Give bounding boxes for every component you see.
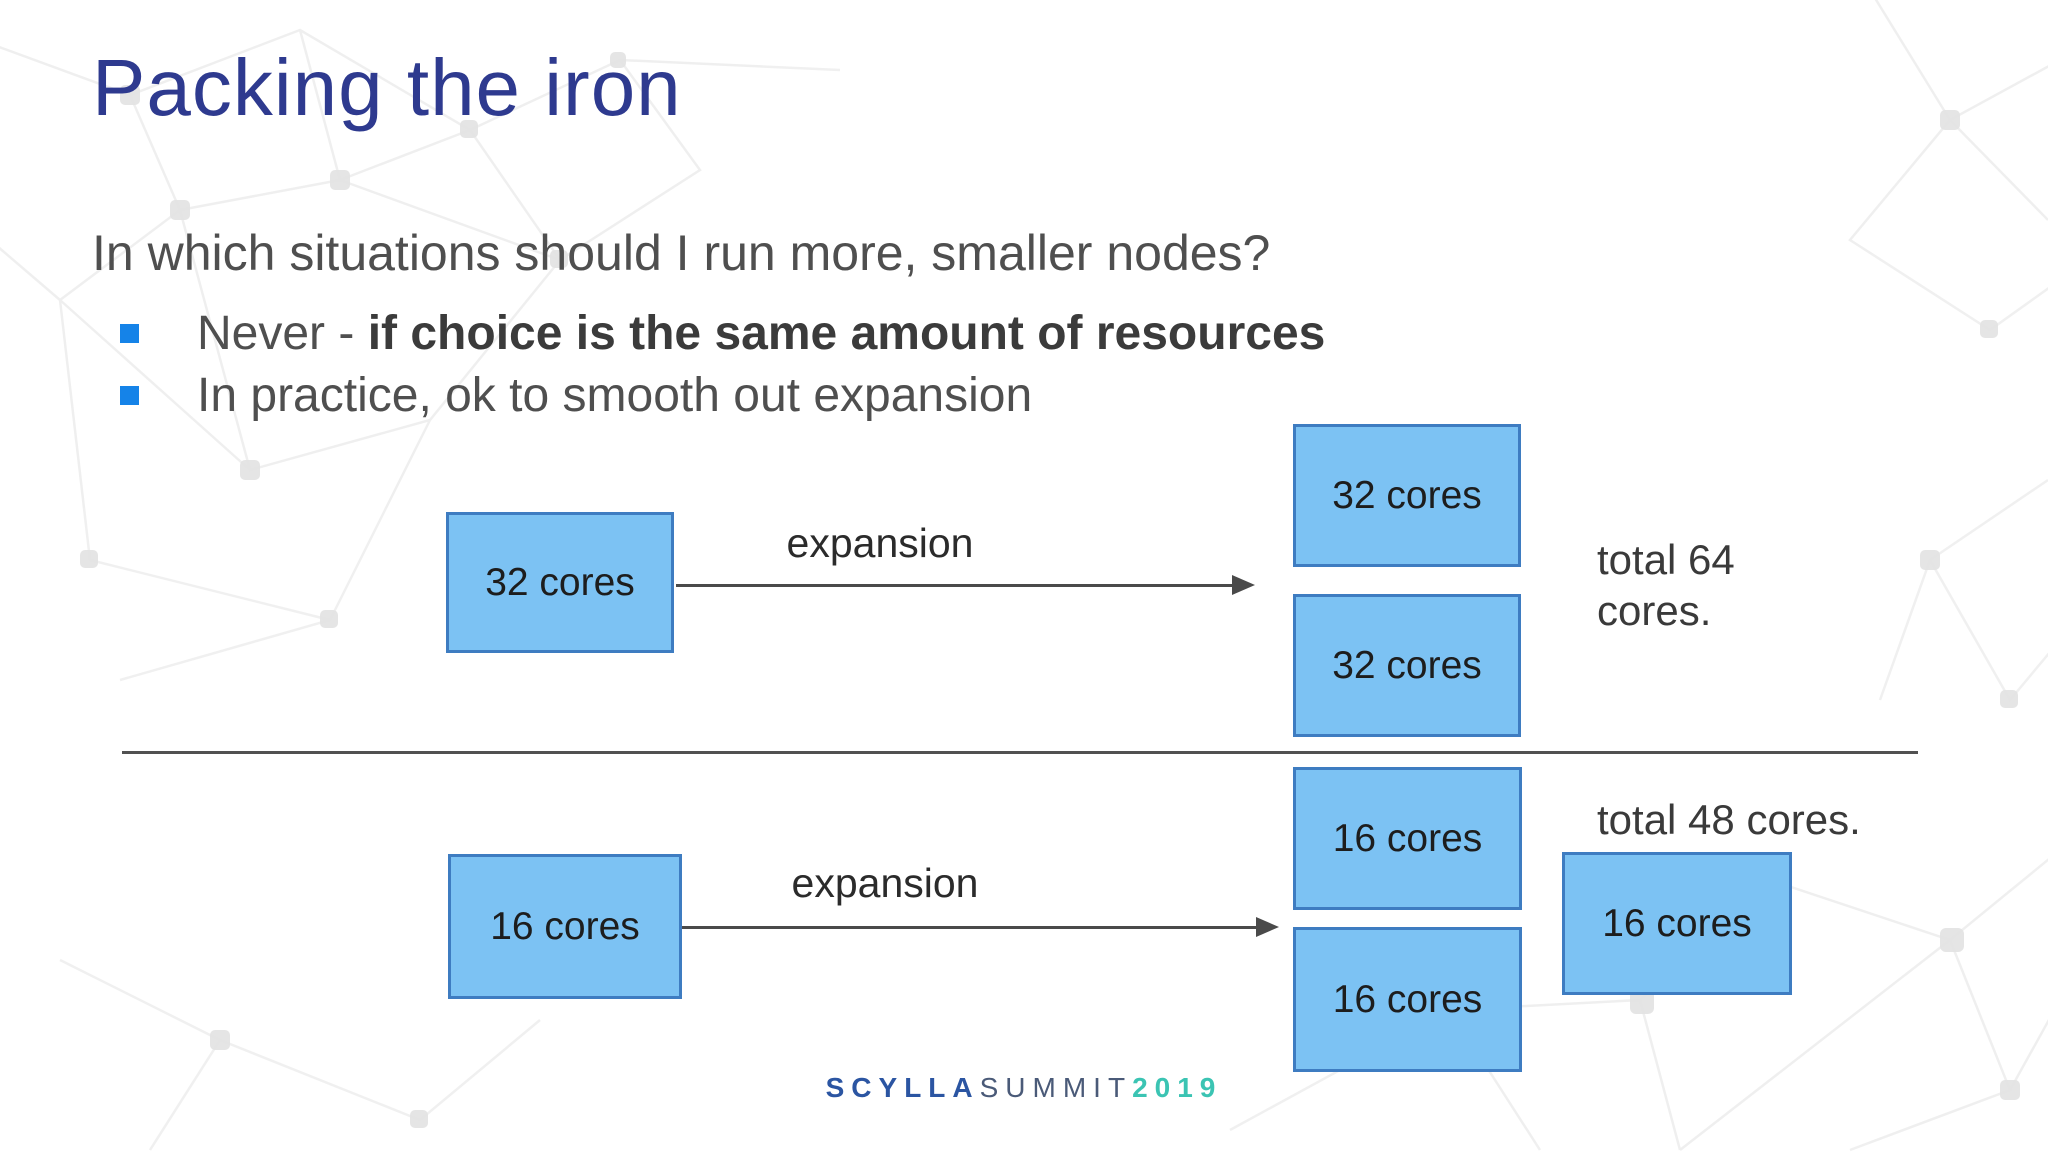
node-target2-row1: 32 cores <box>1293 594 1521 737</box>
bullet-text: Never - if choice is the same amount of … <box>197 306 1325 361</box>
slide-title: Packing the iron <box>92 43 682 132</box>
bullet-item-never: Never - if choice is the same amount of … <box>120 306 1325 361</box>
node-target1-row2: 16 cores <box>1293 767 1522 910</box>
node-source-row2: 16 cores <box>448 854 682 999</box>
arrow-head-icon-row2 <box>1256 917 1279 937</box>
bullet-square-icon <box>120 386 139 405</box>
arrow-shaft-row1 <box>676 584 1232 587</box>
arrow-label-row1: expansion <box>786 520 974 566</box>
total-text-row1: total 64 cores. <box>1597 536 1735 635</box>
node-source-row1: 32 cores <box>446 512 674 653</box>
arrow-head-icon-row1 <box>1232 575 1255 595</box>
brand-summit-label: SUMMIT <box>979 1072 1133 1103</box>
question-text: In which situations should I run more, s… <box>92 225 1271 281</box>
arrow-shaft-row2 <box>682 926 1256 929</box>
brand-scylla-label: SCYLLA <box>825 1072 980 1103</box>
footer-brand: SCYLLASUMMIT2019 <box>0 1072 2048 1104</box>
bullet-text-normal: Never - <box>197 307 368 360</box>
arrow-label-row2: expansion <box>791 860 979 906</box>
brand-year-label: 2019 <box>1132 1072 1223 1103</box>
section-divider <box>122 751 1918 754</box>
bullet-square-icon <box>120 324 139 343</box>
bullet-item-practice: In practice, ok to smooth out expansion <box>120 368 1032 423</box>
node-target2-row2: 16 cores <box>1293 927 1522 1072</box>
node-side-row2: 16 cores <box>1562 852 1792 995</box>
node-target1-row1: 32 cores <box>1293 424 1521 567</box>
total-text-row2: total 48 cores. <box>1597 796 1861 843</box>
bullet-text-bold: if choice is the same amount of resource… <box>367 307 1326 360</box>
bullet-text: In practice, ok to smooth out expansion <box>197 369 1033 422</box>
